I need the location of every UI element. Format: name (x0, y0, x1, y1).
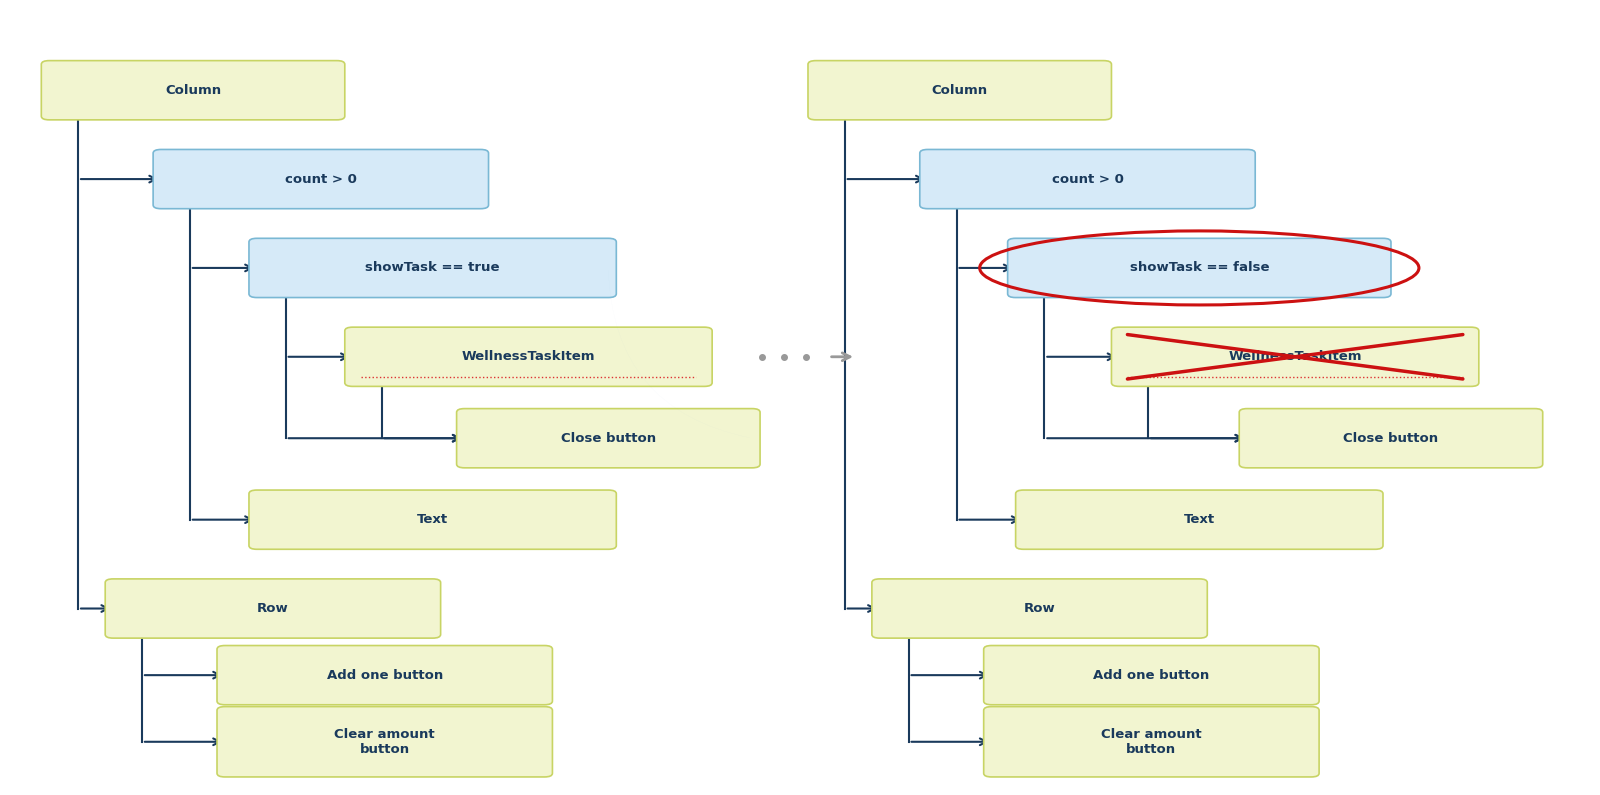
FancyBboxPatch shape (1240, 409, 1542, 467)
FancyBboxPatch shape (456, 409, 760, 467)
FancyBboxPatch shape (344, 328, 712, 386)
Text: Text: Text (418, 513, 448, 526)
FancyBboxPatch shape (218, 707, 552, 777)
FancyArrowPatch shape (608, 271, 749, 438)
FancyBboxPatch shape (218, 646, 552, 704)
FancyBboxPatch shape (1008, 238, 1390, 297)
Text: WellnessTaskItem: WellnessTaskItem (462, 351, 595, 363)
FancyBboxPatch shape (250, 238, 616, 297)
Text: WellnessTaskItem: WellnessTaskItem (1229, 351, 1362, 363)
Text: showTask == true: showTask == true (365, 262, 499, 274)
FancyBboxPatch shape (250, 490, 616, 549)
Text: Text: Text (1184, 513, 1214, 526)
Text: Row: Row (1024, 602, 1056, 615)
FancyBboxPatch shape (154, 149, 488, 209)
FancyBboxPatch shape (920, 149, 1256, 209)
FancyBboxPatch shape (1016, 490, 1382, 549)
Text: Row: Row (258, 602, 288, 615)
FancyBboxPatch shape (808, 60, 1112, 120)
Text: Clear amount
button: Clear amount button (1101, 727, 1202, 756)
Text: count > 0: count > 0 (1051, 173, 1123, 185)
FancyBboxPatch shape (42, 60, 344, 120)
FancyBboxPatch shape (984, 707, 1318, 777)
Text: Close button: Close button (1344, 432, 1438, 444)
Text: count > 0: count > 0 (285, 173, 357, 185)
FancyBboxPatch shape (872, 579, 1208, 638)
FancyBboxPatch shape (1112, 328, 1478, 386)
FancyBboxPatch shape (984, 646, 1318, 704)
Text: Column: Column (165, 83, 221, 97)
Text: showTask == false: showTask == false (1130, 262, 1269, 274)
FancyBboxPatch shape (106, 579, 440, 638)
Text: Clear amount
button: Clear amount button (334, 727, 435, 756)
Text: Add one button: Add one button (1093, 669, 1210, 681)
Text: Column: Column (931, 83, 987, 97)
Text: Close button: Close button (560, 432, 656, 444)
Text: Add one button: Add one button (326, 669, 443, 681)
